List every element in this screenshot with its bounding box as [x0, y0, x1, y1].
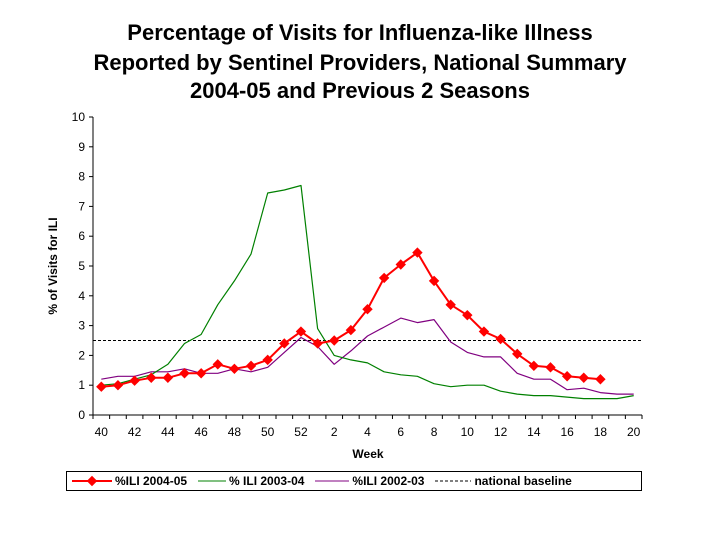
x-tick-label: 20 — [627, 425, 641, 439]
data-point-2004-05 — [96, 381, 107, 392]
data-point-2004-05 — [295, 326, 307, 337]
y-tick-label: 2 — [78, 348, 85, 362]
y-tick-label: 9 — [78, 140, 85, 154]
legend-item-baseline: national baseline — [434, 474, 572, 488]
x-tick-label: 8 — [431, 425, 438, 439]
x-tick-label: 52 — [294, 425, 308, 439]
legend-item-2004-05: %ILI 2004-05 — [71, 474, 187, 488]
data-point-2004-05 — [578, 372, 589, 383]
x-tick-label: 18 — [594, 425, 608, 439]
x-tick-label: 16 — [560, 425, 574, 439]
y-tick-label: 1 — [78, 378, 85, 392]
data-point-2004-05 — [395, 259, 406, 270]
x-tick-label: 14 — [527, 425, 541, 439]
data-point-2004-05 — [362, 304, 373, 315]
legend-item-2003-04: % ILI 2003-04 — [197, 474, 304, 488]
data-point-2004-05 — [428, 275, 440, 287]
legend-item-2002-03: %ILI 2002-03 — [314, 474, 424, 488]
y-tick-label: 3 — [78, 319, 85, 333]
chart-title-line-2: Reported by Sentinel Providers, National… — [93, 50, 627, 75]
series-line-2002-03 — [101, 317, 634, 395]
series-line-2003-04 — [101, 184, 634, 400]
y-tick-label: 8 — [78, 170, 85, 184]
chart-title-line-3: 2004-05 and Previous 2 Seasons — [190, 78, 530, 103]
series-line-2004-05 — [101, 251, 601, 388]
legend-swatch-2004-05 — [72, 475, 112, 487]
x-tick-label: 42 — [128, 425, 142, 439]
data-point-2004-05 — [195, 368, 207, 379]
x-tick-label: 40 — [95, 425, 109, 439]
y-axis-label: % of Visits for ILI — [46, 217, 60, 314]
x-tick-label: 12 — [494, 425, 508, 439]
x-tick-label: 2 — [331, 425, 338, 439]
y-tick-label: 4 — [78, 289, 85, 303]
data-point-2004-05 — [462, 309, 473, 321]
data-point-2004-05 — [329, 335, 340, 346]
legend-swatch-baseline — [435, 480, 472, 482]
series-layer — [96, 184, 634, 400]
legend-label-2003-04: % ILI 2003-04 — [229, 474, 305, 488]
x-tick-label: 50 — [261, 425, 275, 439]
data-point-2004-05 — [162, 372, 174, 383]
data-point-2004-05 — [512, 348, 523, 360]
y-tick-label: 0 — [78, 408, 85, 422]
legend-label-baseline: national baseline — [474, 474, 572, 488]
data-point-2004-05 — [262, 354, 273, 366]
x-tick-label: 10 — [461, 425, 475, 439]
data-point-2004-05 — [495, 333, 506, 345]
data-point-2004-05 — [561, 371, 573, 382]
x-axis-label: Week — [352, 447, 383, 461]
legend-swatch-2002-03 — [315, 480, 350, 482]
data-point-2004-05 — [245, 360, 257, 372]
x-tick-label: 6 — [397, 425, 404, 439]
data-point-2004-05 — [312, 338, 323, 349]
data-point-2004-05 — [212, 359, 223, 370]
y-tick-label: 5 — [78, 259, 85, 273]
data-point-2004-05 — [595, 374, 606, 385]
x-tick-label: 48 — [228, 425, 242, 439]
data-point-2004-05 — [478, 326, 490, 337]
y-tick-label: 7 — [78, 199, 85, 213]
data-point-2004-05 — [279, 338, 290, 349]
legend-label-2004-05: %ILI 2004-05 — [115, 474, 188, 488]
chart-title-line-1: Percentage of Visits for Influenza-like … — [127, 20, 593, 45]
x-tick-label: 4 — [364, 425, 371, 439]
data-point-2004-05 — [112, 379, 124, 391]
x-tick-label: 44 — [161, 425, 175, 439]
data-point-2004-05 — [545, 362, 556, 373]
y-tick-label: 6 — [78, 229, 85, 243]
data-point-2004-05 — [179, 368, 190, 379]
data-point-2004-05 — [229, 363, 240, 375]
legend-label-2002-03: %ILI 2002-03 — [352, 474, 425, 488]
data-point-2004-05 — [146, 372, 157, 383]
legend-swatch-2003-04 — [198, 480, 227, 482]
y-tick-label: 10 — [72, 110, 86, 124]
data-point-2004-05 — [445, 299, 456, 310]
data-point-2004-05 — [129, 375, 140, 386]
data-point-2004-05 — [345, 324, 357, 336]
data-point-2004-05 — [378, 272, 390, 284]
x-tick-label: 46 — [194, 425, 208, 439]
data-point-2004-05 — [528, 360, 540, 372]
data-point-2004-05 — [412, 247, 423, 258]
chart-legend: %ILI 2004-05 % ILI 2003-04 %ILI 2002-03 … — [66, 471, 642, 491]
